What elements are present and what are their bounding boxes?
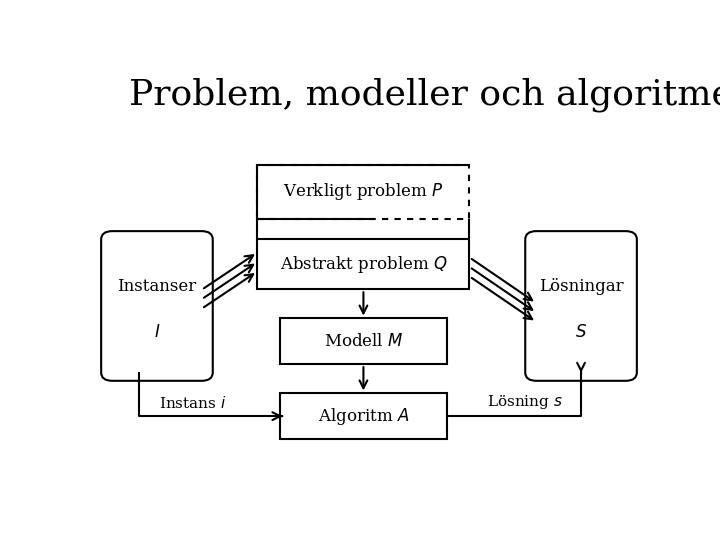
FancyBboxPatch shape	[526, 231, 637, 381]
Bar	[280, 319, 447, 364]
Text: Abstrakt problem $Q$: Abstrakt problem $Q$	[279, 254, 447, 275]
Text: Instanser: Instanser	[117, 278, 197, 294]
Text: Algoritm $A$: Algoritm $A$	[318, 406, 409, 427]
FancyBboxPatch shape	[101, 231, 213, 381]
Text: Lösningar: Lösningar	[539, 278, 624, 294]
Text: Lösning $s$: Lösning $s$	[487, 393, 563, 411]
Text: Problem, modeller och algoritmer: Problem, modeller och algoritmer	[129, 77, 720, 112]
Bar	[258, 165, 469, 219]
Text: Modell $M$: Modell $M$	[324, 333, 403, 350]
Text: $S$: $S$	[575, 324, 587, 341]
Text: Verkligt problem $P$: Verkligt problem $P$	[283, 181, 444, 202]
Bar	[280, 393, 447, 439]
Bar	[258, 239, 469, 289]
Polygon shape	[258, 219, 469, 239]
Text: Instans $i$: Instans $i$	[159, 395, 227, 411]
Text: $I$: $I$	[154, 324, 160, 341]
